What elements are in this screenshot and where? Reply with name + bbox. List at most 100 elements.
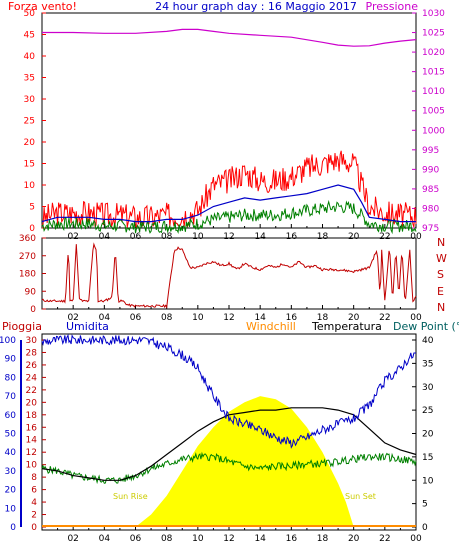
bot-y-rain-tick-20: 20 [26, 398, 38, 408]
annotation-sun-rise: Sun Rise [113, 492, 148, 501]
mid-x-tick-02: 02 [67, 313, 78, 323]
bot-x-tick-18: 18 [317, 534, 329, 544]
bot-y-humidity-tick-60: 60 [5, 411, 17, 421]
bot-x-tick-12: 12 [223, 534, 234, 544]
bot-y-temp-tick-30: 30 [422, 383, 434, 393]
dir-label-n-bottom: N [437, 301, 445, 314]
bot-x-tick-08: 08 [161, 534, 173, 544]
bot-x-tick-00: 00 [410, 534, 422, 544]
top-header-center: 24 hour graph day : 16 Maggio 2017 [155, 0, 357, 13]
mid-x-tick-22: 22 [379, 313, 390, 323]
dir-label-e: E [437, 285, 444, 298]
annotation-sun-set: Sun Set [345, 492, 376, 501]
mid-x-tick-08: 08 [161, 313, 173, 323]
bot-y-rain-tick-18: 18 [26, 411, 38, 421]
bot-x-tick-20: 20 [348, 534, 360, 544]
bot-y-rain-tick-2: 2 [31, 511, 37, 521]
bot-y-humidity-tick-0: 0 [10, 523, 16, 533]
bot-y-rain-tick-12: 12 [26, 448, 37, 458]
bot-y-rain-tick-4: 4 [31, 498, 37, 508]
bot-y-rain-tick-30: 30 [26, 336, 38, 346]
bot-y-temp-tick-20: 20 [422, 430, 434, 440]
top-x-tick-08: 08 [161, 232, 173, 242]
middle-panel: 0 90 180 270 360 02 04 06 08 10 12 14 16 18 20 22 00 [19, 234, 422, 323]
bot-x-tick-16: 16 [286, 534, 298, 544]
bot-x-tick-02: 02 [67, 534, 78, 544]
series-mean [41, 184, 416, 223]
bot-y-rain-tick-22: 22 [26, 386, 37, 396]
mid-x-tick-06: 06 [130, 313, 142, 323]
bot-y-rain-tick-0: 0 [31, 523, 37, 533]
bot-y-temp-tick-10: 10 [422, 476, 434, 486]
mid-y-tick-0: 0 [30, 305, 36, 315]
mid-y-tick-180: 180 [19, 270, 36, 280]
mid-y-tick-270: 270 [19, 252, 36, 262]
top-y-right-tick-1020: 1020 [422, 48, 445, 58]
dir-label-s: S [437, 268, 444, 281]
bot-y-humidity-tick-90: 90 [5, 355, 17, 365]
top-y-left-tick-30: 30 [24, 95, 36, 105]
top-x-tick-12: 12 [223, 232, 234, 242]
top-y-right-tick-1030: 1030 [422, 9, 445, 19]
top-x-tick-18: 18 [317, 232, 329, 242]
legend-temperatura: Temperatura [311, 320, 382, 333]
top-header-right: Pressione [366, 0, 419, 13]
top-x-tick-14: 14 [254, 232, 266, 242]
top-y-right-tick-1015: 1015 [422, 68, 445, 78]
top-y-left-tick-40: 40 [24, 52, 36, 62]
bot-x-tick-22: 22 [379, 534, 390, 544]
top-panel: 0510152025303540455097598098599099510001… [24, 9, 446, 242]
mid-x-tick-10: 10 [192, 313, 204, 323]
top-x-tick-00: 00 [410, 232, 422, 242]
top-y-right-tick-1005: 1005 [422, 107, 445, 117]
bot-y-temp-tick-35: 35 [422, 359, 433, 369]
mid-x-tick-12: 12 [223, 313, 234, 323]
series-pressure [42, 28, 417, 47]
top-y-left-tick-0: 0 [29, 224, 35, 234]
top-y-right-tick-1000: 1000 [422, 126, 445, 136]
dir-label-n-top: N [437, 236, 445, 249]
top-y-left-tick-50: 50 [24, 9, 36, 19]
bot-y-temp-tick-40: 40 [422, 336, 434, 346]
legend-umidita: Umidita [66, 320, 109, 333]
top-y-right-tick-995: 995 [422, 146, 439, 156]
bot-y-temp-tick-5: 5 [422, 500, 428, 510]
legend-dew-point: Dew Point (°C [393, 320, 459, 333]
top-y-left-tick-20: 20 [24, 138, 36, 148]
bot-y-rain-tick-26: 26 [26, 361, 38, 371]
bot-y-rain-tick-16: 16 [26, 423, 38, 433]
top-y-left-tick-5: 5 [29, 203, 35, 213]
bot-y-temp-tick-15: 15 [422, 453, 433, 463]
series-humidity [41, 333, 416, 449]
mid-x-tick-18: 18 [317, 313, 329, 323]
bot-x-tick-14: 14 [254, 534, 266, 544]
bot-y-humidity-tick-50: 50 [5, 430, 17, 440]
bot-y-temp-tick-25: 25 [422, 406, 433, 416]
mid-x-tick-20: 20 [348, 313, 360, 323]
top-y-right-tick-1010: 1010 [422, 87, 445, 97]
bot-y-humidity-tick-100: 100 [0, 336, 16, 346]
top-x-tick-02: 02 [67, 232, 78, 242]
bot-y-humidity-tick-80: 80 [5, 373, 17, 383]
bottom-panel: 0102030405060708090100024681012141618202… [0, 333, 434, 544]
top-x-tick-06: 06 [130, 232, 142, 242]
mid-y-tick-360: 360 [19, 234, 36, 244]
dir-label-w: W [436, 252, 447, 265]
series-dew-point [41, 451, 417, 485]
top-y-left-tick-45: 45 [24, 31, 35, 41]
bot-y-humidity-tick-30: 30 [5, 467, 17, 477]
bot-x-tick-06: 06 [130, 534, 142, 544]
top-header-left: Forza vento! [8, 0, 77, 13]
top-x-tick-20: 20 [348, 232, 360, 242]
top-y-right-tick-985: 985 [422, 185, 439, 195]
top-y-right-tick-975: 975 [422, 224, 439, 234]
top-panel-frame [41, 12, 417, 229]
top-y-right-tick-1025: 1025 [422, 29, 445, 39]
top-y-left-tick-35: 35 [24, 74, 35, 84]
top-y-right-tick-990: 990 [422, 165, 439, 175]
bot-y-rain-tick-28: 28 [26, 348, 38, 358]
series-direction [41, 242, 417, 309]
top-x-tick-16: 16 [286, 232, 298, 242]
